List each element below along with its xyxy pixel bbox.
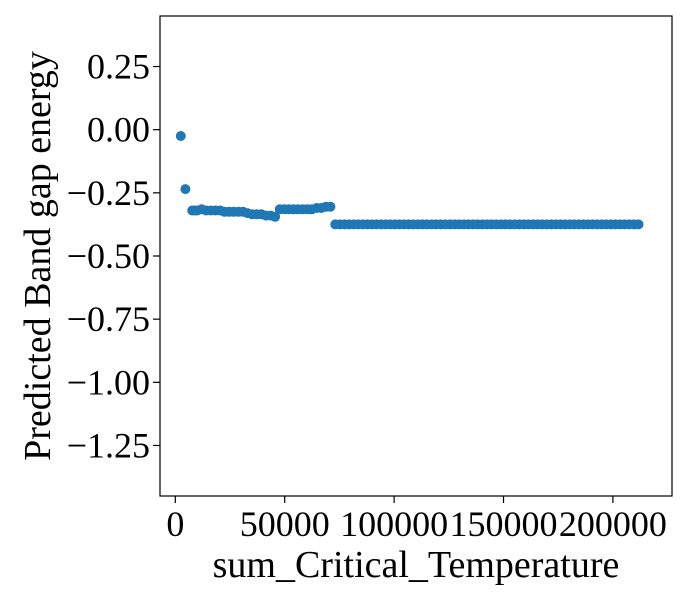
x-tick-label: 100000: [340, 504, 448, 544]
plot-frame: [159, 15, 673, 497]
y-axis-ticks: 0.25 0.00 −0.25 −0.50 −0.75 −1.00 −1.25: [67, 47, 160, 465]
y-tick-label: −0.25: [67, 173, 150, 213]
data-points: [175, 131, 644, 230]
y-tick-label: −1.00: [67, 362, 150, 402]
x-tick-label: 0: [166, 504, 184, 544]
y-axis-title: Predicted Band gap energy: [17, 51, 59, 461]
y-tick-label: −0.75: [67, 299, 150, 339]
y-tick-label: −1.25: [67, 425, 150, 465]
x-tick-label: 200000: [559, 504, 667, 544]
y-tick-label: 0.00: [87, 110, 150, 150]
y-tick-label: −0.50: [67, 236, 150, 276]
x-tick-label: 50000: [240, 504, 330, 544]
x-tick-label: 150000: [450, 504, 558, 544]
data-point: [325, 201, 336, 212]
data-point: [175, 131, 186, 141]
y-tick-label: 0.25: [87, 47, 150, 87]
x-axis-ticks: 0 50000 100000 150000 200000: [166, 496, 667, 544]
data-point: [633, 219, 644, 230]
data-point: [270, 211, 281, 222]
x-axis-title: sum_Critical_Temperature: [213, 544, 620, 586]
data-point: [180, 184, 191, 195]
